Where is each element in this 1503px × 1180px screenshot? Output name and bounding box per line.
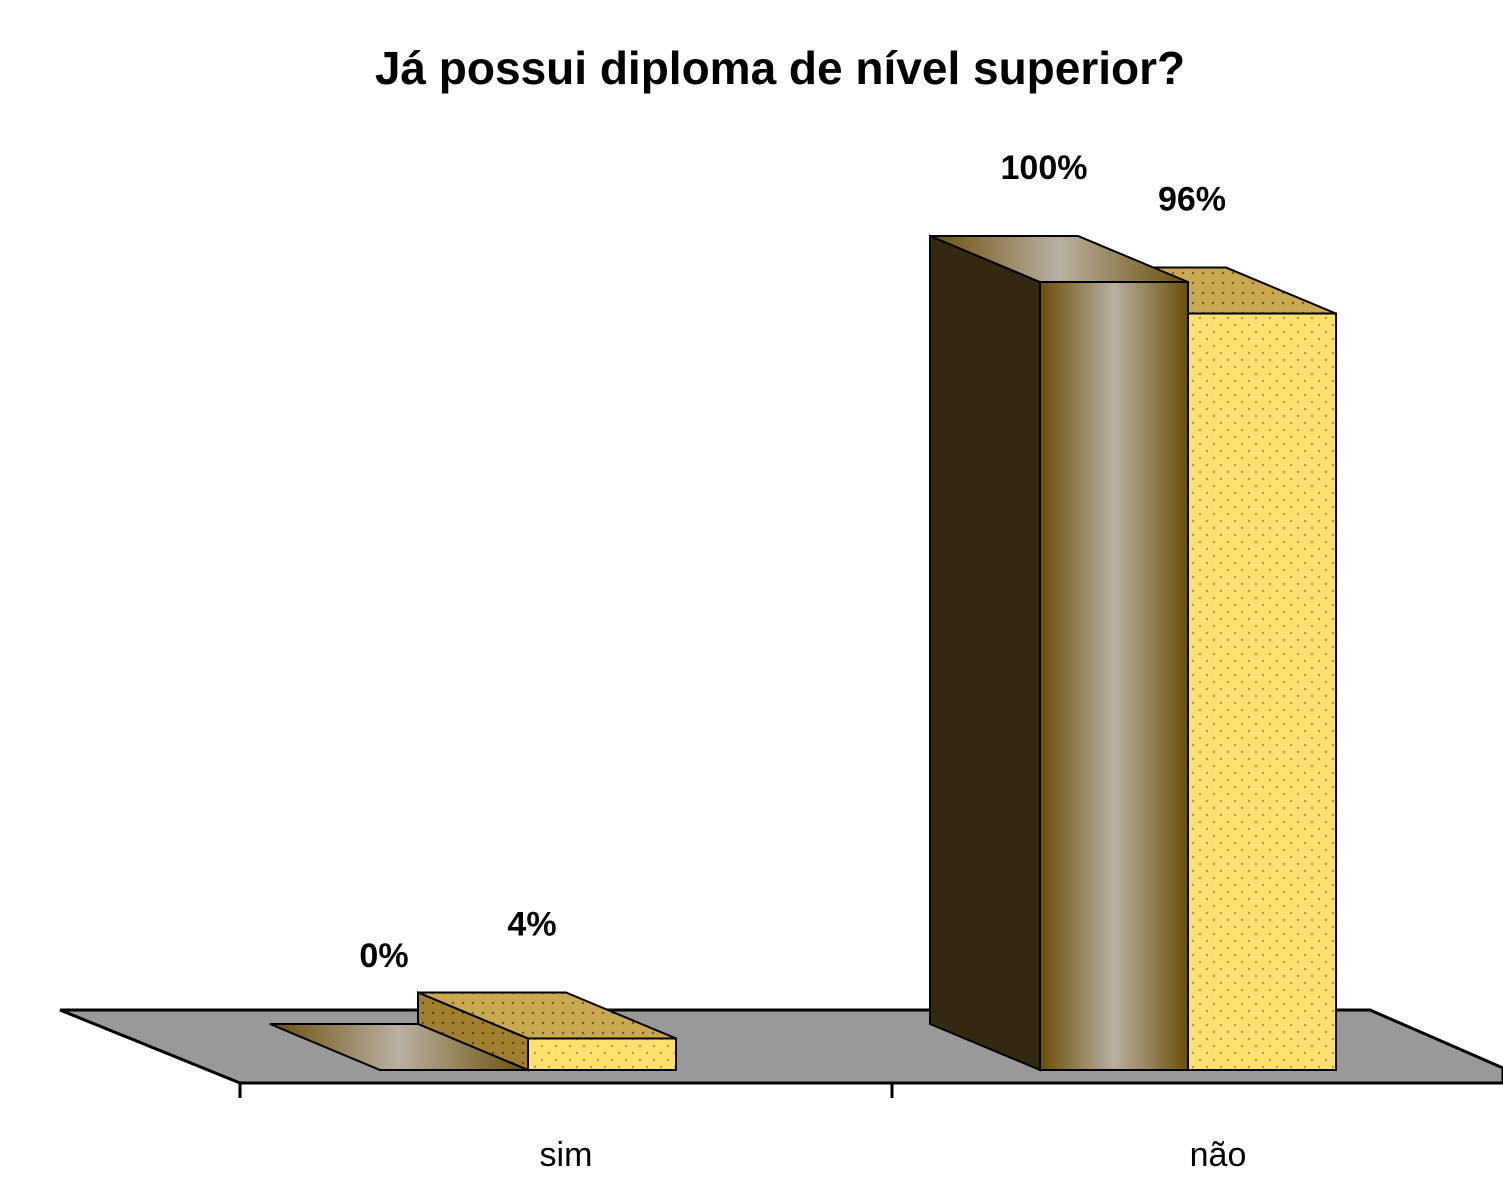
chart-title: Já possui diploma de nível superior?: [375, 42, 1185, 94]
bar: [417, 990, 677, 1072]
bar-top: [269, 1023, 529, 1071]
bar: [929, 234, 1189, 1072]
data-label: 100%: [1001, 149, 1088, 187]
bar-front: [1187, 312, 1337, 1071]
data-label: 96%: [1158, 181, 1226, 219]
bar: [269, 1023, 529, 1071]
bar-side: [929, 234, 1041, 1072]
plot-area: [269, 234, 1337, 1072]
data-label: 4%: [507, 905, 556, 943]
data-label: 0%: [359, 937, 408, 975]
x-tick-label: não: [1190, 1136, 1247, 1174]
bar-front: [527, 1037, 677, 1071]
bar-front: [1039, 281, 1189, 1071]
x-tick-label: sim: [540, 1136, 593, 1174]
